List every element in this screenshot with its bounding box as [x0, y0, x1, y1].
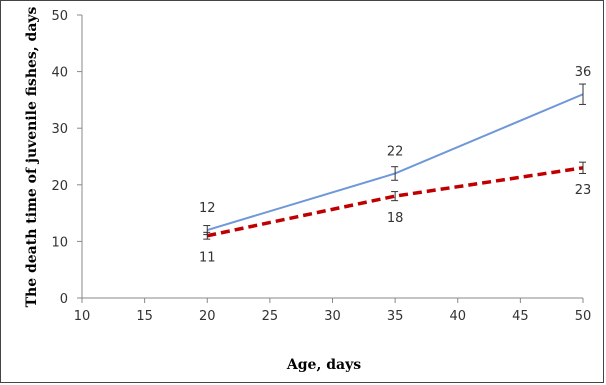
- x-ticks: 10 15 20 25 30 35 40 45 50: [74, 298, 592, 324]
- x-axis-label: Age, days: [286, 357, 361, 373]
- y-tick-label-3: 30: [51, 122, 68, 137]
- data-label-1-2: 23: [575, 183, 592, 198]
- data-label-1-1: 18: [387, 211, 404, 226]
- series-line-1: [206, 166, 584, 238]
- y-tick-label-0: 0: [60, 292, 68, 307]
- x-tick-label-1: 15: [136, 309, 153, 324]
- data-label-0-2: 36: [575, 65, 592, 80]
- x-tick-label-8: 50: [575, 309, 592, 324]
- y-ticks: 0 10 20 30 40 50: [51, 9, 82, 307]
- data-label-0-1: 22: [387, 144, 404, 159]
- y-tick-label-4: 40: [51, 66, 68, 81]
- x-tick-label-2: 20: [199, 309, 216, 324]
- x-tick-label-7: 45: [512, 309, 529, 324]
- x-tick-label-6: 40: [449, 309, 466, 324]
- y-tick-label-1: 10: [51, 235, 68, 250]
- x-tick-label-0: 10: [74, 309, 91, 324]
- y-axis-label: The death time of juvenile fishes, days: [24, 6, 40, 307]
- x-tick-label-4: 30: [324, 309, 341, 324]
- y-tick-label-5: 50: [51, 9, 68, 24]
- data-label-0-0: 12: [199, 201, 216, 216]
- series-layer: [203, 83, 586, 240]
- x-tick-label-5: 35: [387, 309, 404, 324]
- data-labels: 12 22 36 11 18 23: [199, 65, 592, 266]
- error-bar-0-2: [579, 83, 586, 105]
- data-label-1-0: 11: [199, 251, 216, 266]
- x-tick-label-3: 25: [262, 309, 279, 324]
- axes: [81, 15, 583, 299]
- y-tick-label-2: 20: [51, 179, 68, 194]
- series-line-0: [206, 93, 584, 232]
